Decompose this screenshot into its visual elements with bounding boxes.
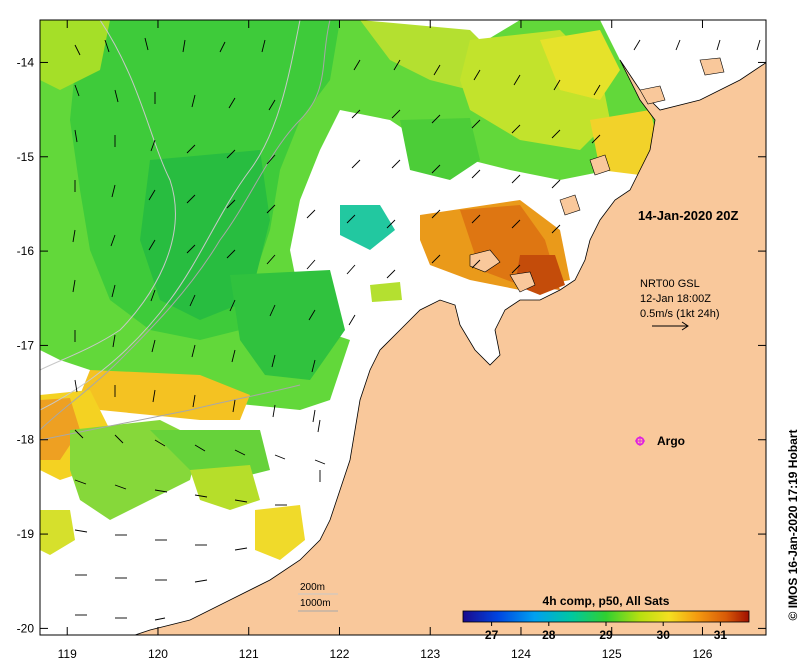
isobath-1000m-label: 1000m xyxy=(300,598,331,609)
timestamp-label: 14-Jan-2020 20Z xyxy=(638,208,739,223)
lon-tick-label: 125 xyxy=(602,647,622,661)
credit-label: © IMOS 16-Jan-2020 17:19 Hobart xyxy=(786,430,800,621)
argo-marker xyxy=(635,436,645,446)
lon-tick-label: 122 xyxy=(329,647,349,661)
isobath-lines xyxy=(40,20,331,441)
current-arrows xyxy=(72,37,761,621)
lat-tick-label: -18 xyxy=(17,433,35,447)
isobath-legend: 200m 1000m xyxy=(298,582,338,612)
lat-tick-label: -15 xyxy=(17,150,35,164)
lon-tick-label: 124 xyxy=(511,647,531,661)
lon-tick-label: 121 xyxy=(239,647,259,661)
current-time-label: 12-Jan 18:00Z xyxy=(640,293,711,305)
plot-frame xyxy=(39,19,767,636)
colorbar-tick-label: 29 xyxy=(599,628,613,642)
lat-tick-label: -14 xyxy=(17,55,35,69)
latitude-axis: -14 -15 -16 -17 -18 -19 -20 xyxy=(17,55,766,635)
colorbar-tick-label: 30 xyxy=(657,628,671,642)
current-source-label: NRT00 GSL xyxy=(640,278,700,290)
argo-label: Argo xyxy=(657,434,685,448)
lat-tick-label: -20 xyxy=(17,621,35,635)
lat-tick-label: -16 xyxy=(17,244,35,258)
colorbar-gradient xyxy=(462,610,750,623)
colorbar-tick-label: 27 xyxy=(485,628,499,642)
lon-tick-label: 119 xyxy=(58,647,77,661)
colorbar-tick-label: 31 xyxy=(714,628,728,642)
lat-tick-label: -17 xyxy=(17,338,35,352)
coastal-islands xyxy=(469,57,725,293)
current-scale-arrow xyxy=(652,321,689,331)
current-scale-label: 0.5m/s (1kt 24h) xyxy=(640,308,719,320)
lon-tick-label: 123 xyxy=(420,647,440,661)
lat-tick-label: -19 xyxy=(17,527,35,541)
colorbar-tick-label: 28 xyxy=(542,628,556,642)
colorbar-ticks: 27 28 29 30 31 xyxy=(485,622,727,642)
isobath-200m-label: 200m xyxy=(300,582,325,593)
current-legend: NRT00 GSL 12-Jan 18:00Z 0.5m/s (1kt 24h) xyxy=(640,278,719,331)
lon-tick-label: 126 xyxy=(692,647,712,661)
land xyxy=(133,59,766,635)
longitude-axis: 119 120 121 122 123 124 125 126 xyxy=(58,20,713,661)
colorbar-title: 4h comp, p50, All Sats xyxy=(543,594,670,608)
colorbar: 4h comp, p50, All Sats 27 28 29 30 31 xyxy=(462,594,750,642)
lon-tick-label: 120 xyxy=(148,647,168,661)
